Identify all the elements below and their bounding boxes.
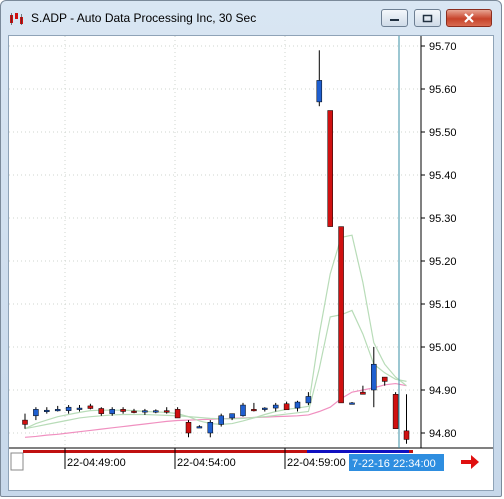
candle-body[interactable] [142, 410, 148, 413]
candle-body[interactable] [283, 403, 290, 411]
y-tick-label: 95.30 [429, 213, 457, 225]
candle-body[interactable] [120, 409, 126, 412]
close-button[interactable] [446, 9, 492, 27]
y-tick-label: 95.50 [429, 127, 457, 139]
time-range-bar-end [409, 450, 413, 453]
x-tick-label: 22-04:54:00 [177, 457, 236, 469]
candle-body[interactable] [98, 408, 105, 414]
candle-body[interactable] [153, 410, 159, 413]
candle-body[interactable] [76, 407, 83, 410]
candle-body[interactable] [403, 430, 410, 440]
candle-body[interactable] [196, 426, 203, 429]
time-range-bar-blue [307, 450, 413, 453]
title-bar[interactable]: S.ADP - Auto Data Processing Inc, 30 Sec [1, 1, 501, 35]
candle-body[interactable] [131, 410, 137, 413]
candle-body[interactable] [87, 405, 94, 409]
candle-body[interactable] [54, 409, 61, 412]
time-range-bar-red [23, 450, 307, 453]
candle-body[interactable] [207, 422, 214, 434]
candle-body[interactable] [240, 404, 246, 417]
candle-body[interactable] [109, 409, 115, 414]
y-tick-label: 95.40 [429, 170, 457, 182]
candle-body[interactable] [294, 401, 301, 409]
maximize-icon [422, 14, 433, 22]
candle-body[interactable] [381, 376, 388, 382]
candle-body[interactable] [218, 415, 224, 425]
chart-app-icon [10, 13, 23, 25]
cursor-time-label: 7-22-16 22:34:00 [352, 458, 436, 470]
candle-body[interactable] [305, 396, 312, 404]
minimize-button[interactable] [381, 9, 408, 27]
candle-body[interactable] [360, 391, 366, 395]
candle-body[interactable] [316, 80, 323, 103]
y-tick-label: 94.80 [429, 428, 457, 440]
y-tick-label: 95.10 [429, 299, 457, 311]
y-tick-label: 95.00 [429, 342, 457, 354]
y-tick-label: 95.70 [429, 41, 457, 53]
scroll-right-arrow-icon[interactable] [461, 455, 479, 469]
candle-body[interactable] [371, 363, 377, 391]
maximize-button[interactable] [414, 9, 441, 27]
moving-average-mid-line [24, 309, 407, 430]
window-title: S.ADP - Auto Data Processing Inc, 30 Sec [31, 11, 257, 25]
time-scroll-handle[interactable] [10, 452, 24, 471]
candle-body[interactable] [327, 110, 333, 227]
moving-average-fast-line [24, 234, 407, 430]
candle-body[interactable] [392, 394, 399, 429]
minimize-icon [390, 19, 399, 21]
moving-average-slow-line [24, 382, 407, 438]
candle-body[interactable] [163, 410, 170, 413]
candle-body[interactable] [174, 409, 181, 419]
x-tick-label: 22-04:49:00 [67, 457, 126, 469]
candle-body[interactable] [229, 413, 235, 419]
price-chart[interactable]: 95.70 95.60 95.50 95.40 95.30 95.20 95.10 95.00… [9, 36, 493, 490]
candle-body[interactable] [22, 419, 28, 425]
x-tick-label: 22-04:59:00 [287, 457, 346, 469]
candle-body[interactable] [338, 226, 344, 404]
candle-body[interactable] [65, 406, 72, 411]
close-icon [464, 13, 474, 23]
cursor-time-badge [349, 454, 444, 471]
candle-body[interactable] [185, 422, 192, 434]
candle-body[interactable] [44, 409, 50, 412]
candle-body[interactable] [251, 409, 257, 412]
candle-body[interactable] [262, 407, 268, 410]
candle-body[interactable] [349, 402, 355, 405]
chart-area[interactable]: 95.70 95.60 95.50 95.40 95.30 95.20 95.10 95.00… [8, 35, 494, 491]
y-tick-label: 95.20 [429, 256, 457, 268]
candle-body[interactable] [33, 409, 39, 417]
y-tick-label: 94.90 [429, 385, 457, 397]
y-tick-label: 95.60 [429, 84, 457, 96]
candle-body[interactable] [272, 404, 279, 409]
